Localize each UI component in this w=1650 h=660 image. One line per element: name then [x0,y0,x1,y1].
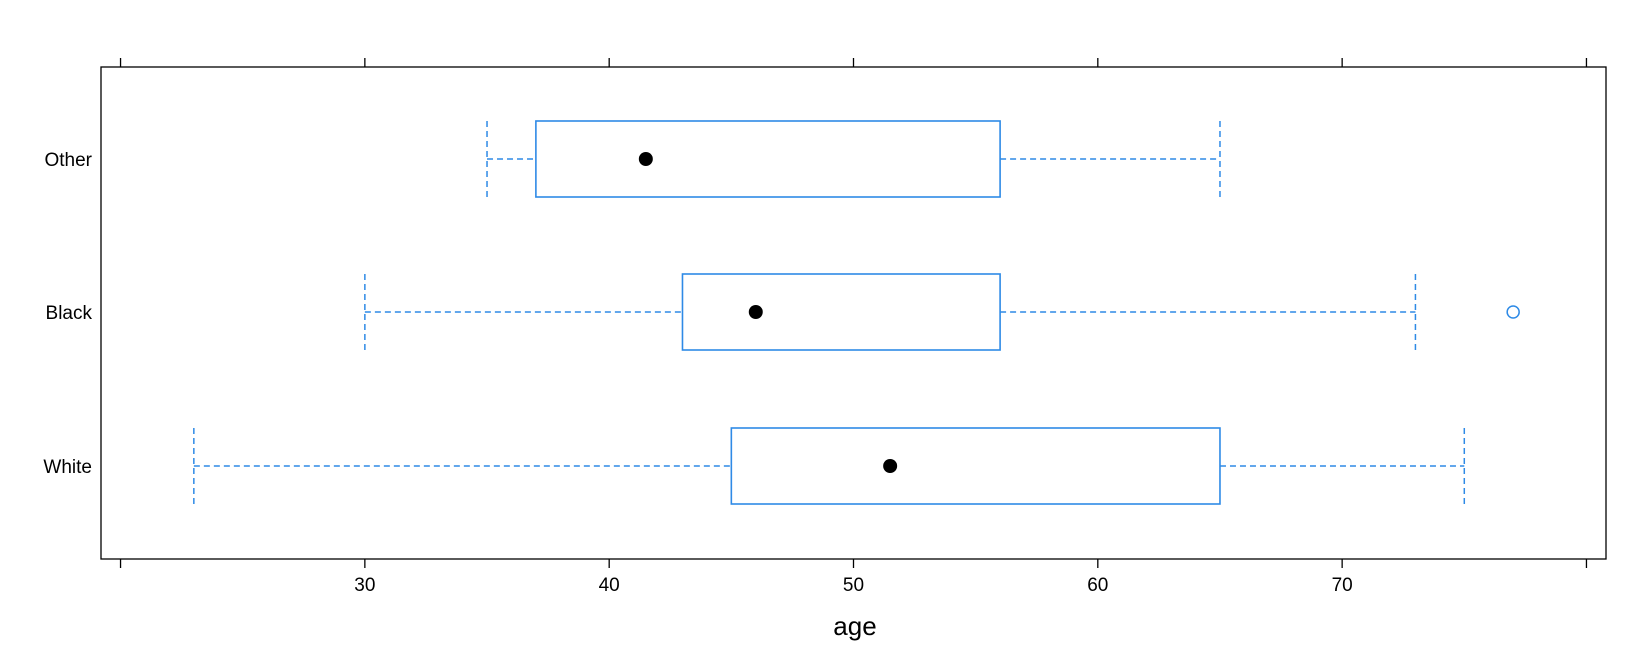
box-group-other [486,120,1221,198]
bottom-axis-ticks: 30 40 50 60 70 [119,559,1588,596]
x-tick-label: 60 [1087,575,1108,596]
x-tick-label: 40 [599,575,620,596]
interquartile-box [535,120,1001,198]
y-axis-category-labels: White Black Other [43,150,92,478]
box-group-white [193,427,1466,505]
median-dot [638,152,653,166]
x-tick-label: 70 [1332,575,1353,596]
y-category-label: Black [46,303,93,324]
x-tick-label: 50 [843,575,864,596]
x-tick-label: 30 [354,575,375,596]
top-axis-ticks [119,58,1588,67]
interquartile-box [730,427,1221,505]
interquartile-box [681,273,1001,351]
outlier-point [1506,305,1520,319]
y-category-label: White [43,457,92,478]
x-axis-title: age [833,611,876,641]
median-dot [883,459,898,473]
box-group-black [364,273,1520,351]
y-category-label: Other [44,150,92,171]
plot-frame [100,66,1607,560]
median-dot [748,305,763,319]
box-series [193,120,1520,505]
